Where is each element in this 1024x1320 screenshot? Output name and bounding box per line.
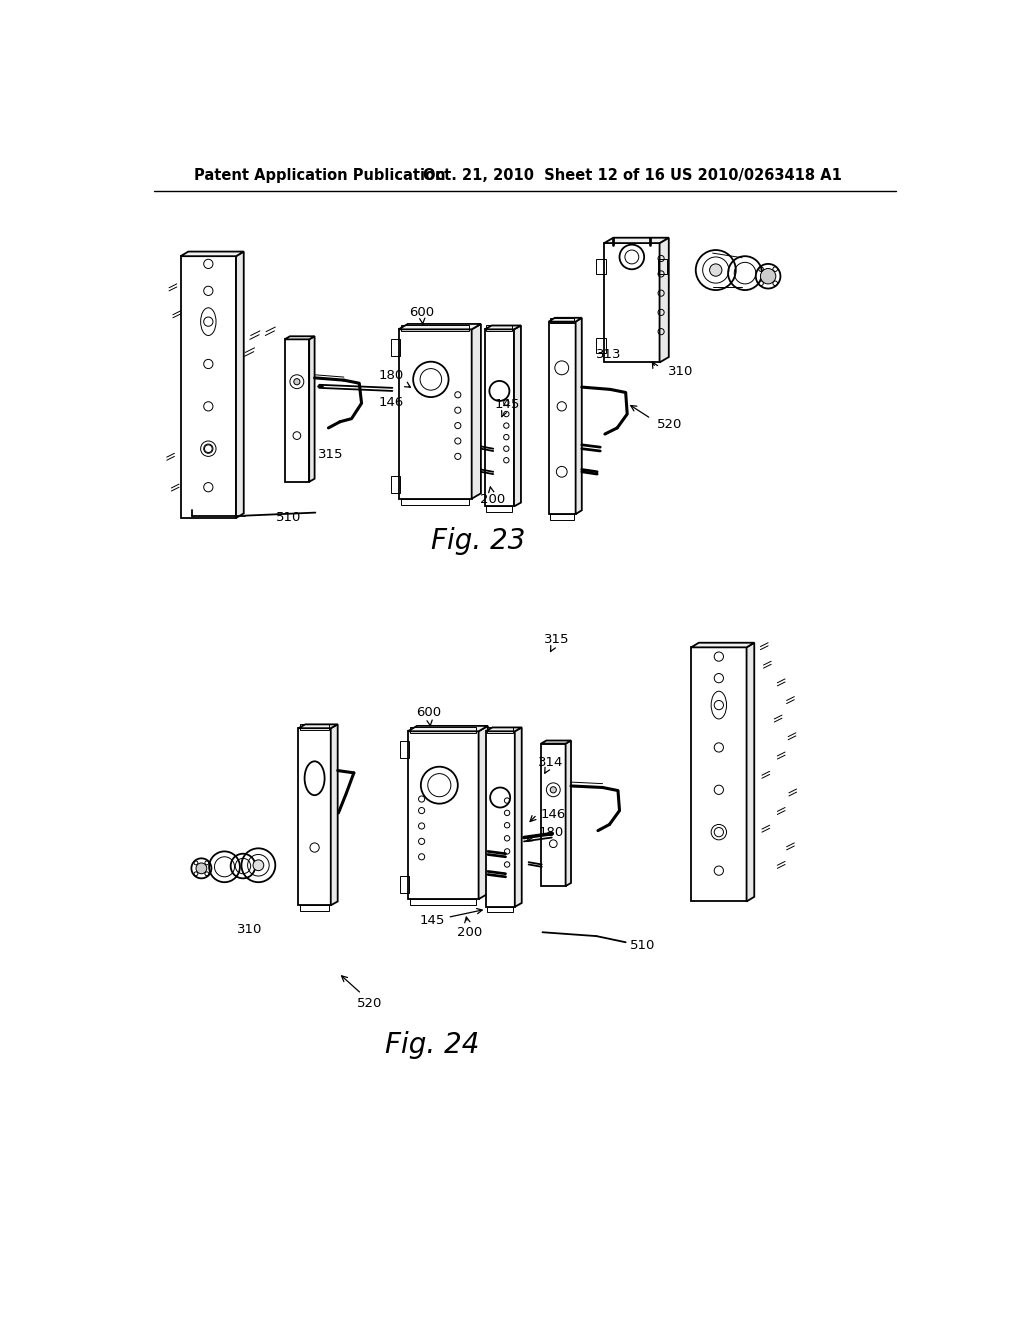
Bar — [596, 338, 605, 354]
Polygon shape — [285, 339, 309, 482]
Text: US 2010/0263418 A1: US 2010/0263418 A1 — [670, 168, 842, 183]
Bar — [550, 318, 574, 323]
Polygon shape — [309, 337, 314, 482]
Bar — [658, 259, 668, 275]
Bar — [550, 515, 574, 520]
Polygon shape — [514, 326, 521, 507]
Text: 146: 146 — [379, 396, 403, 409]
Polygon shape — [485, 727, 521, 731]
Bar — [391, 475, 400, 492]
Text: 314: 314 — [538, 756, 563, 774]
Bar — [487, 727, 513, 733]
Polygon shape — [541, 741, 571, 743]
Text: 600: 600 — [409, 306, 434, 325]
Polygon shape — [485, 731, 515, 907]
Bar — [400, 499, 469, 506]
Text: 315: 315 — [318, 449, 343, 462]
Polygon shape — [515, 727, 521, 907]
Bar — [300, 725, 330, 730]
Ellipse shape — [253, 859, 264, 871]
Ellipse shape — [550, 787, 556, 793]
Bar — [486, 326, 512, 331]
Text: 520: 520 — [656, 417, 682, 430]
Text: Fig. 24: Fig. 24 — [385, 1031, 479, 1060]
Text: 145: 145 — [419, 908, 482, 927]
Polygon shape — [691, 647, 746, 902]
Text: 520: 520 — [356, 998, 382, 1010]
Ellipse shape — [761, 268, 776, 284]
Text: 310: 310 — [238, 924, 262, 936]
Text: 315: 315 — [544, 634, 569, 652]
Polygon shape — [408, 731, 478, 899]
Text: 600: 600 — [416, 706, 441, 726]
Text: 510: 510 — [630, 939, 655, 952]
Polygon shape — [398, 330, 472, 499]
Bar — [400, 876, 410, 892]
Polygon shape — [565, 741, 571, 886]
Polygon shape — [298, 725, 338, 729]
Text: 146: 146 — [541, 808, 566, 821]
Text: 180: 180 — [539, 825, 564, 838]
Polygon shape — [604, 243, 659, 363]
Polygon shape — [398, 323, 481, 330]
Bar — [486, 507, 512, 512]
Polygon shape — [484, 326, 521, 330]
Polygon shape — [549, 322, 575, 515]
Polygon shape — [659, 238, 669, 363]
Polygon shape — [746, 643, 755, 902]
Polygon shape — [478, 726, 487, 899]
Text: 180: 180 — [379, 370, 411, 387]
Bar — [487, 907, 513, 912]
Polygon shape — [285, 337, 314, 339]
Bar — [410, 726, 476, 733]
Bar — [596, 259, 605, 275]
Text: Oct. 21, 2010  Sheet 12 of 16: Oct. 21, 2010 Sheet 12 of 16 — [423, 168, 665, 183]
Polygon shape — [549, 318, 582, 322]
Polygon shape — [298, 729, 331, 906]
Polygon shape — [331, 725, 338, 906]
Text: Patent Application Publication: Patent Application Publication — [194, 168, 445, 183]
Polygon shape — [472, 323, 481, 499]
Bar — [300, 906, 330, 911]
Polygon shape — [408, 726, 487, 731]
Text: Fig. 23: Fig. 23 — [431, 527, 525, 556]
Polygon shape — [484, 330, 514, 507]
Polygon shape — [691, 643, 755, 647]
Bar — [410, 899, 476, 906]
Bar — [400, 325, 469, 331]
Text: 200: 200 — [480, 487, 505, 506]
Polygon shape — [541, 743, 565, 886]
Text: 510: 510 — [275, 511, 301, 524]
Bar — [400, 742, 410, 758]
Polygon shape — [604, 238, 669, 243]
Text: 313: 313 — [596, 348, 622, 362]
Polygon shape — [180, 256, 237, 517]
Polygon shape — [237, 252, 244, 517]
Ellipse shape — [294, 379, 300, 385]
Polygon shape — [180, 252, 244, 256]
Text: 310: 310 — [668, 366, 693, 379]
Text: 145: 145 — [495, 399, 520, 417]
Ellipse shape — [710, 264, 722, 276]
Ellipse shape — [196, 863, 207, 874]
Bar — [391, 339, 400, 356]
Text: 200: 200 — [457, 917, 482, 939]
Polygon shape — [575, 318, 582, 515]
